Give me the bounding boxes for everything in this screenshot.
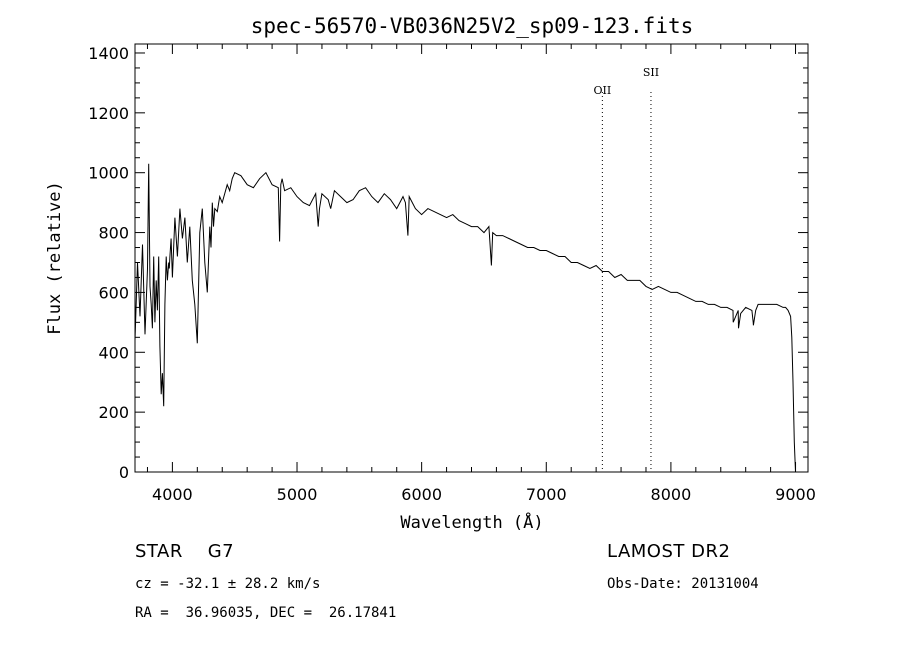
y-tick-label: 400 xyxy=(98,343,129,362)
redshift-velocity: cz = -32.1 ± 28.2 km/s xyxy=(135,576,321,592)
chart-title: spec-56570-VB036N25V2_sp09-123.fits xyxy=(251,14,694,38)
plot-frame xyxy=(134,43,809,473)
x-axis-label: Wavelength (Å) xyxy=(400,511,543,533)
y-tick-label: 0 xyxy=(119,463,129,482)
object-class: STAR G7 xyxy=(135,541,235,562)
x-axis: 4000 5000 6000 7000 8000 9000 xyxy=(146,44,816,504)
sky-coordinates: RA = 36.96035, DEC = 26.17841 xyxy=(135,605,397,621)
x-tick-label: 7000 xyxy=(526,485,567,504)
y-tick-label: 200 xyxy=(98,403,129,422)
emission-line-markers: OII SII xyxy=(594,66,659,472)
emission-line-label: OII xyxy=(594,84,612,97)
y-axis: 0 200 400 600 800 1000 1200 1400 xyxy=(88,44,808,482)
y-tick-label: 600 xyxy=(98,283,129,302)
survey-name: LAMOST DR2 xyxy=(607,541,731,562)
y-tick-label: 1200 xyxy=(88,104,129,123)
x-tick-label: 4000 xyxy=(152,485,193,504)
emission-line-label: SII xyxy=(643,66,659,79)
y-tick-label: 1400 xyxy=(88,44,129,63)
x-tick-label: 8000 xyxy=(651,485,692,504)
x-tick-label: 9000 xyxy=(775,485,816,504)
y-tick-label: 1000 xyxy=(88,164,129,183)
observation-date: Obs-Date: 20131004 xyxy=(607,576,759,592)
x-tick-label: 6000 xyxy=(401,485,442,504)
x-tick-label: 5000 xyxy=(277,485,318,504)
y-tick-label: 800 xyxy=(98,224,129,243)
spectrum-series-line xyxy=(134,163,796,473)
y-axis-label: Flux (relative) xyxy=(45,181,65,335)
